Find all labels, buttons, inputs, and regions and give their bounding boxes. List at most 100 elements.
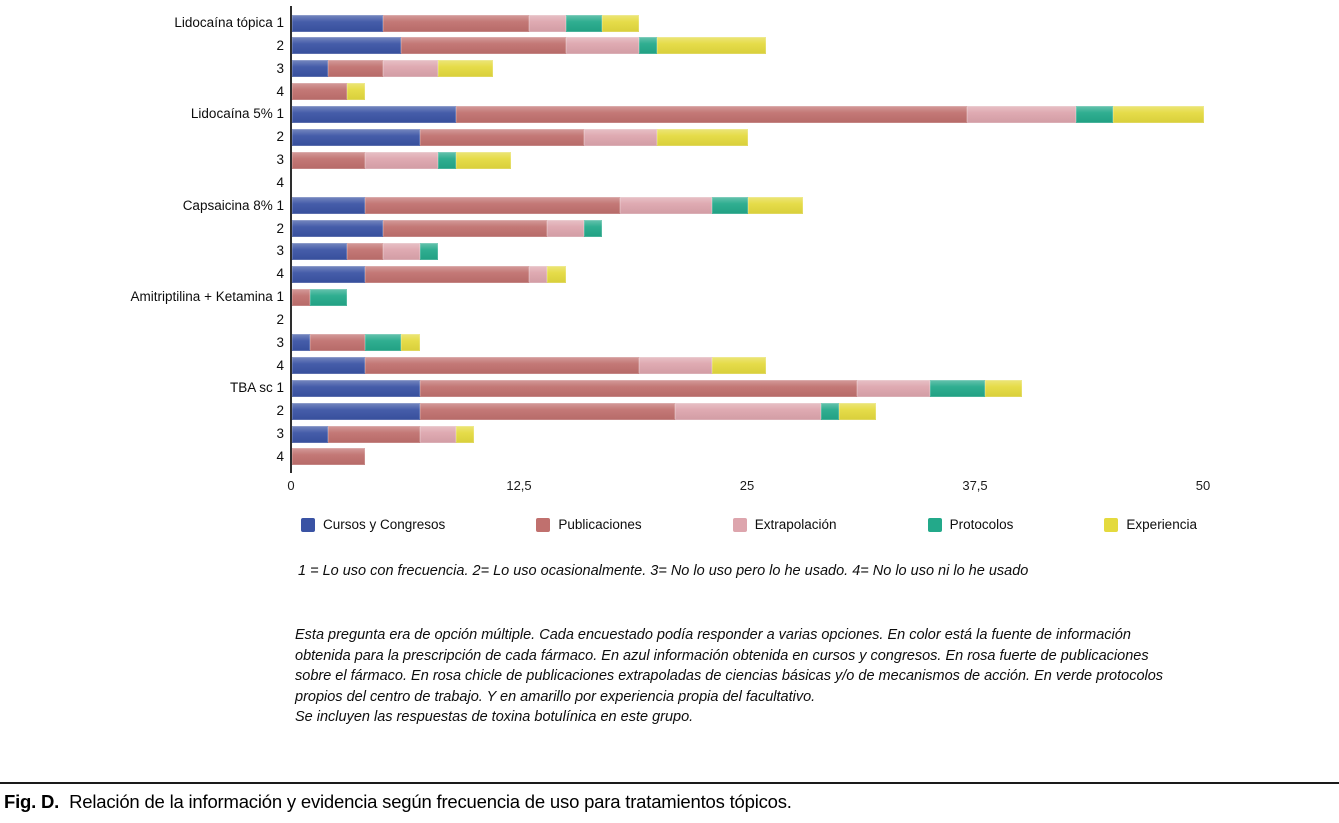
bar-segment-extrapolaci-n bbox=[529, 14, 566, 32]
bar-segment-extrapolaci-n bbox=[857, 379, 931, 397]
legend-item: Protocolos bbox=[927, 517, 1014, 532]
bar-segment-cursos-y-congresos bbox=[292, 220, 384, 238]
bar-segment-extrapolaci-n bbox=[419, 425, 457, 443]
bar-segment-cursos-y-congresos bbox=[292, 128, 420, 146]
bar-segment-cursos-y-congresos bbox=[292, 197, 365, 215]
legend-label: Extrapolación bbox=[754, 517, 837, 532]
bar-row bbox=[292, 379, 1022, 397]
bar-segment-publicaciones bbox=[292, 83, 347, 101]
legend-item: Publicaciones bbox=[536, 517, 642, 532]
figure-caption: Fig. D. Relación de la información y evid… bbox=[4, 791, 1334, 813]
bar-segment-extrapolaci-n bbox=[583, 128, 657, 146]
bar-segment-protocolos bbox=[930, 379, 986, 397]
bar-segment-publicaciones bbox=[401, 37, 566, 55]
bar-row-label: 3 bbox=[276, 334, 284, 350]
bar-segment-extrapolaci-n bbox=[547, 220, 584, 238]
legend-label: Protocolos bbox=[949, 517, 1014, 532]
bar-row-label: 4 bbox=[276, 448, 284, 464]
bar-row-label: 4 bbox=[276, 83, 284, 99]
bar-segment-experiencia bbox=[602, 14, 639, 32]
legend-swatch bbox=[732, 517, 747, 532]
bar-segment-publicaciones bbox=[419, 402, 676, 420]
bar-row-label: 2 bbox=[276, 129, 284, 145]
bar-segment-cursos-y-congresos bbox=[292, 379, 420, 397]
chart-legend: Cursos y Congresos Publicaciones Extrapola… bbox=[301, 517, 1197, 532]
legend-item: Cursos y Congresos bbox=[301, 517, 445, 532]
bar-row bbox=[292, 448, 365, 466]
bar-row-label: 2 bbox=[276, 311, 284, 327]
bar-segment-publicaciones bbox=[364, 357, 639, 375]
bar-segment-publicaciones bbox=[383, 220, 548, 238]
bar-segment-publicaciones bbox=[292, 448, 365, 466]
bar-segment-publicaciones bbox=[346, 242, 384, 260]
bar-segment-experiencia bbox=[656, 128, 748, 146]
bar-segment-extrapolaci-n bbox=[638, 357, 712, 375]
bar-row-label: Capsaicina 8% 1 bbox=[182, 197, 284, 213]
bar-segment-experiencia bbox=[711, 357, 767, 375]
bar-row-label: TBA sc 1 bbox=[229, 380, 284, 396]
bar-segment-experiencia bbox=[1112, 105, 1204, 123]
bar-segment-experiencia bbox=[346, 83, 365, 101]
legend-label: Cursos y Congresos bbox=[323, 517, 446, 532]
bar-row bbox=[292, 425, 475, 443]
description-text: Esta pregunta era de opción múltiple. Ca… bbox=[295, 627, 1164, 705]
bar-segment-protocolos bbox=[1076, 105, 1113, 123]
bar-segment-cursos-y-congresos bbox=[292, 242, 347, 260]
bar-row bbox=[292, 220, 603, 238]
bar-segment-experiencia bbox=[401, 334, 420, 352]
bar-segment-publicaciones bbox=[328, 60, 384, 78]
bar-row bbox=[292, 60, 493, 78]
bar-segment-extrapolaci-n bbox=[966, 105, 1077, 123]
bar-segment-protocolos bbox=[583, 220, 603, 238]
stacked-bar-chart: Lidocaína tópica 1 2 3 4 Lidocaína 5% 1 2 3 4 Ca… bbox=[131, 6, 1210, 532]
bar-segment-cursos-y-congresos bbox=[292, 334, 311, 352]
bar-segment-extrapolaci-n bbox=[383, 242, 420, 260]
bar-row-label: Lidocaína 5% 1 bbox=[190, 106, 284, 122]
bar-segment-cursos-y-congresos bbox=[292, 402, 420, 420]
bar-segment-protocolos bbox=[565, 14, 603, 32]
bar-row-label: 2 bbox=[276, 37, 284, 53]
bar-segment-publicaciones bbox=[292, 288, 311, 306]
bar-segment-cursos-y-congresos bbox=[292, 37, 402, 55]
bar-segment-publicaciones bbox=[456, 105, 967, 123]
bar-row bbox=[292, 357, 767, 375]
bar-segment-cursos-y-congresos bbox=[292, 105, 457, 123]
bar-row-label: 3 bbox=[276, 152, 284, 168]
bar-segment-experiencia bbox=[456, 425, 475, 443]
bar-row-label: Lidocaína tópica 1 bbox=[174, 15, 284, 30]
bar-segment-experiencia bbox=[747, 197, 803, 215]
legend-swatch bbox=[301, 517, 315, 532]
bar-row bbox=[292, 128, 748, 146]
legend-item: Experiencia bbox=[1104, 517, 1197, 532]
bar-segment-extrapolaci-n bbox=[383, 60, 438, 78]
legend-swatch bbox=[927, 517, 942, 532]
bar-segment-cursos-y-congresos bbox=[292, 60, 329, 78]
bar-segment-experiencia bbox=[456, 151, 511, 169]
bar-segment-protocolos bbox=[364, 334, 402, 352]
bar-segment-extrapolaci-n bbox=[364, 151, 438, 169]
bar-segment-protocolos bbox=[310, 288, 347, 306]
bar-row bbox=[292, 288, 347, 306]
y-axis-line bbox=[290, 6, 292, 473]
figure-description: Esta pregunta era de opción múltiple. Ca… bbox=[295, 625, 1167, 728]
bar-segment-experiencia bbox=[547, 265, 566, 283]
bar-row bbox=[292, 105, 1204, 123]
bar-row-label: 2 bbox=[276, 220, 284, 236]
bar-row bbox=[292, 197, 803, 215]
bar-segment-protocolos bbox=[419, 242, 438, 260]
bar-segment-publicaciones bbox=[292, 151, 365, 169]
bar-segment-publicaciones bbox=[419, 128, 584, 146]
bar-segment-publicaciones bbox=[364, 265, 530, 283]
bar-segment-extrapolaci-n bbox=[529, 265, 548, 283]
bar-segment-protocolos bbox=[638, 37, 657, 55]
legend-label: Experiencia bbox=[1126, 517, 1197, 532]
bar-segment-cursos-y-congresos bbox=[292, 14, 384, 32]
bar-row-label: 2 bbox=[276, 403, 284, 419]
x-axis-tick-label: 12,5 bbox=[506, 478, 532, 493]
x-axis-tick-label: 25 bbox=[739, 478, 755, 493]
bar-row bbox=[292, 265, 566, 283]
inclusion-note: Se incluyen las respuestas de toxina bot… bbox=[295, 709, 694, 726]
bar-row-label: 3 bbox=[276, 243, 284, 259]
bar-segment-experiencia bbox=[656, 37, 767, 55]
